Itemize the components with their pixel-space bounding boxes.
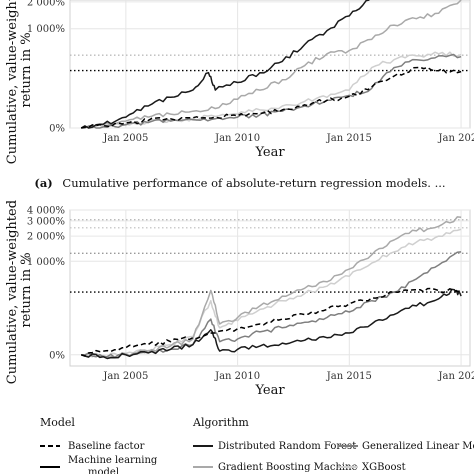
legend-baseline-label: Baseline factor xyxy=(68,441,145,452)
legend-model-title: Model xyxy=(40,416,75,429)
legend-algorithm-title: Algorithm xyxy=(192,416,249,429)
x-tick-label: Jan 2005 xyxy=(102,133,148,144)
x-tick-label: Jan 2015 xyxy=(326,371,372,382)
chart-top-ylabel: Cumulative, value-weighted return in % xyxy=(5,0,34,164)
chart-bottom-ylabel-line2: return in % xyxy=(19,252,34,327)
chart-bottom-ylabel: Cumulative, value-weighted return in % xyxy=(5,196,34,384)
x-tick-label: Jan 2010 xyxy=(214,371,260,382)
series-line-xgboost xyxy=(80,51,462,129)
legend-gbm-label: Gradient Boosting Machine xyxy=(218,462,358,473)
legend: Model Baseline factor Machine learning m… xyxy=(40,416,474,474)
y-tick-label: 3 000% xyxy=(27,216,65,227)
caption-a-label: (a) xyxy=(34,176,52,190)
legend-ml-label-2: model xyxy=(88,467,119,474)
legend-xgb-label: XGBoost xyxy=(362,462,406,473)
x-tick-label: Jan 2020 xyxy=(438,133,474,144)
chart-top-xlabel: Year xyxy=(254,145,285,160)
x-tick-label: Jan 2015 xyxy=(326,133,372,144)
series-line-gradient-boosting-machine xyxy=(80,0,462,129)
y-tick-label: 0% xyxy=(49,124,65,135)
series-line-distributed-random-forest xyxy=(80,0,370,129)
legend-drf-label: Distributed Random Forest xyxy=(218,441,356,452)
x-tick-label: Jan 2020 xyxy=(438,371,474,382)
series-line-baseline-factor xyxy=(80,287,462,357)
y-tick-label: 2 000% xyxy=(27,0,65,8)
x-tick-label: Jan 2005 xyxy=(102,371,148,382)
series-line-generalized-linear-model xyxy=(81,53,462,129)
caption-a: (a) Cumulative performance of absolute-r… xyxy=(34,176,445,190)
x-tick-label: Jan 2010 xyxy=(214,133,260,144)
caption-a-text: Cumulative performance of absolute-retur… xyxy=(62,176,445,190)
series-line-distributed-random-forest xyxy=(80,288,462,360)
chart-top-ylabel-line1: Cumulative, value-weighted xyxy=(5,0,20,164)
chart-bottom-xlabel: Year xyxy=(254,383,285,398)
chart-top-ylabel-line2: return in % xyxy=(19,32,34,107)
legend-ml-label: Machine learning xyxy=(68,455,158,466)
chart-top: 0% 1 000% 2 000% Jan 2005 Jan 2010 Jan 2015 Ja… xyxy=(27,0,474,144)
y-tick-label: 1 000% xyxy=(27,24,65,35)
chart-bottom: 0% 1 000% 2 000% 3 000%4 000% Jan 2005 Jan 20… xyxy=(27,206,474,383)
y-tick-label: 2 000% xyxy=(27,232,65,243)
y-tick-label: 1 000% xyxy=(27,257,65,268)
series-line-gradient-boosting-machine xyxy=(80,216,462,359)
series-line-baseline-factor xyxy=(81,66,462,129)
chart-bottom-ylabel-line1: Cumulative, value-weighted xyxy=(5,200,20,384)
y-tick-label: 0% xyxy=(49,350,65,361)
legend-glm-label: Generalized Linear Model xyxy=(362,441,474,452)
y-tick-label: 4 000% xyxy=(27,206,65,217)
